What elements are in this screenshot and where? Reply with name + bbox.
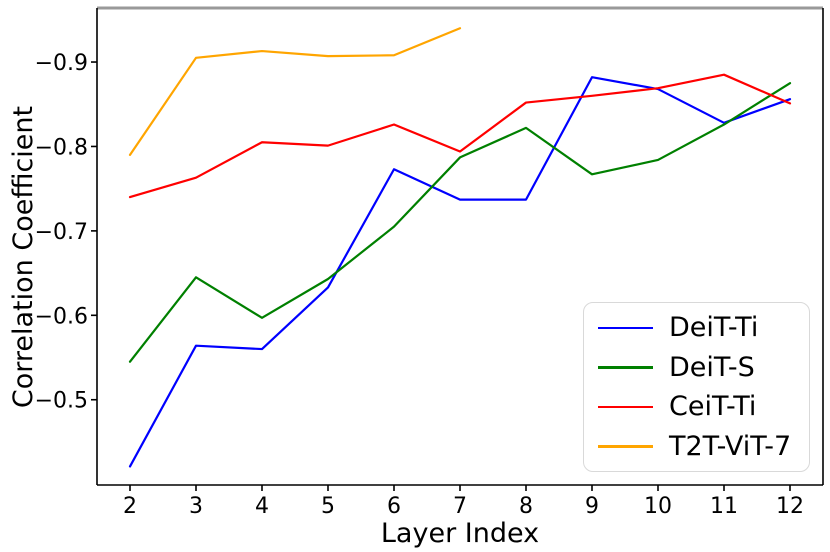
y-tick-label: −0.5	[35, 389, 88, 414]
x-tick-label: 12	[776, 494, 804, 519]
legend-box: DeiT-Ti DeiT-S CeiT-Ti T2T-ViT-7	[583, 302, 810, 472]
y-tick-label: −0.7	[35, 220, 88, 245]
legend-item-ceit-ti: CeiT-Ti	[584, 388, 809, 426]
series-line-ceit-ti	[128, 73, 792, 199]
y-axis-title: Correlation Coefficient	[8, 106, 39, 408]
legend-label: DeiT-Ti	[669, 312, 759, 344]
series-line-deit-s	[128, 82, 792, 363]
x-axis-title: Layer Index	[381, 518, 539, 549]
x-tick-label: 3	[189, 494, 203, 519]
series-line-t2t-vit-7	[128, 27, 462, 156]
legend-item-deit-s: DeiT-S	[584, 348, 809, 386]
legend-line-swatch-blue	[598, 326, 653, 329]
x-tick-label: 11	[710, 494, 738, 519]
x-tick-label: 4	[255, 494, 269, 519]
legend-line-swatch-red	[598, 405, 653, 408]
x-tick-label: 8	[519, 494, 533, 519]
legend-item-t2t-vit-7: T2T-ViT-7	[584, 427, 809, 465]
y-tick-label: −0.9	[35, 51, 88, 76]
y-tick-label: −0.8	[35, 135, 88, 160]
y-tick-label: −0.6	[35, 304, 88, 329]
x-tick-label: 2	[123, 494, 137, 519]
axes-layer: 2 3 4 5 6 7 8 9 10 11 12 −0.9 −0.8 −0.7 −0.6 −0.5	[35, 6, 824, 519]
x-tick-label: 7	[453, 494, 467, 519]
series-line-deit-ti	[128, 76, 792, 468]
x-tick-label: 10	[644, 494, 672, 519]
legend-line-swatch-orange	[598, 445, 653, 448]
x-tick-label: 6	[387, 494, 401, 519]
legend-label: T2T-ViT-7	[669, 430, 792, 462]
legend-line-swatch-green	[598, 366, 653, 369]
x-tick-label: 5	[321, 494, 335, 519]
x-tick-label: 9	[585, 494, 599, 519]
legend-label: CeiT-Ti	[669, 391, 757, 423]
series-layer	[128, 27, 792, 468]
legend-item-deit-ti: DeiT-Ti	[584, 309, 809, 347]
legend-label: DeiT-S	[669, 351, 755, 383]
